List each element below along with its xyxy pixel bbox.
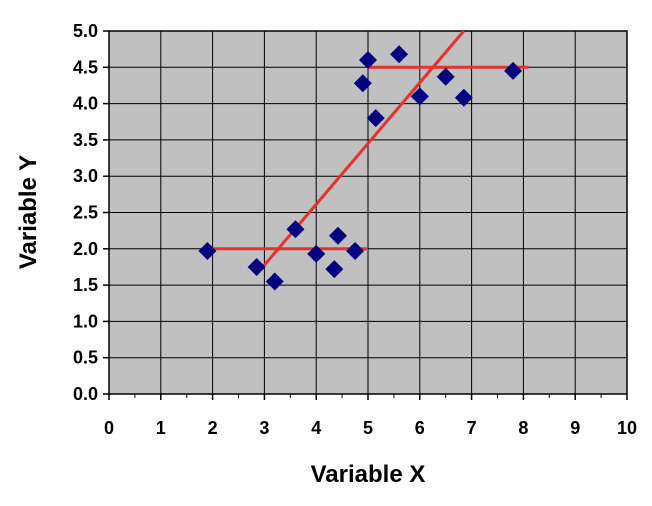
x-tick-labels: 0 1 2 3 4 5 6 7 8 9 10 bbox=[104, 418, 637, 438]
x-tick-marks bbox=[108, 394, 628, 400]
data-point bbox=[198, 241, 217, 260]
x-axis-title: Variable X bbox=[311, 461, 426, 488]
x-tick-label: 10 bbox=[617, 418, 637, 438]
data-point bbox=[346, 241, 365, 260]
x-tick-label: 9 bbox=[570, 418, 580, 438]
y-axis-title: Variable Y bbox=[15, 155, 42, 269]
data-point bbox=[436, 67, 455, 86]
y-tick-label: 0.5 bbox=[73, 348, 98, 368]
x-tick-label: 4 bbox=[311, 418, 321, 438]
x-tick-label: 7 bbox=[467, 418, 477, 438]
x-tick-label: 2 bbox=[208, 418, 218, 438]
data-point bbox=[307, 244, 326, 263]
data-point bbox=[325, 260, 344, 279]
x-tick-label: 6 bbox=[415, 418, 425, 438]
data-point bbox=[390, 45, 409, 64]
data-point bbox=[265, 272, 284, 291]
data-point bbox=[328, 226, 347, 245]
y-tick-label: 0.0 bbox=[73, 384, 98, 404]
y-tick-label: 3.5 bbox=[73, 130, 98, 150]
y-tick-marks bbox=[103, 30, 109, 395]
x-tick-label: 8 bbox=[518, 418, 528, 438]
y-tick-label: 5.0 bbox=[73, 21, 98, 41]
y-tick-label: 2.5 bbox=[73, 203, 98, 223]
data-point bbox=[247, 257, 266, 276]
x-tick-label: 0 bbox=[104, 418, 114, 438]
x-tick-label: 1 bbox=[156, 418, 166, 438]
y-tick-label: 4.0 bbox=[73, 94, 98, 114]
y-tick-label: 1.0 bbox=[73, 311, 98, 331]
data-points bbox=[198, 45, 523, 291]
y-tick-label: 1.5 bbox=[73, 275, 98, 295]
data-point bbox=[359, 51, 377, 70]
y-tick-label: 4.5 bbox=[73, 57, 98, 77]
y-tick-labels: 0.0 0.5 1.0 1.5 2.0 2.5 3.0 3.5 4.0 4.5 5.0 bbox=[73, 21, 98, 404]
data-point bbox=[454, 88, 473, 107]
data-point bbox=[353, 74, 372, 93]
x-tick-label: 3 bbox=[259, 418, 269, 438]
data-point bbox=[410, 87, 429, 106]
data-point bbox=[286, 220, 305, 239]
y-tick-label: 3.0 bbox=[73, 166, 98, 186]
x-tick-label: 5 bbox=[363, 418, 373, 438]
y-tick-label: 2.0 bbox=[73, 239, 98, 259]
data-point bbox=[504, 61, 523, 80]
data-point bbox=[366, 109, 385, 128]
